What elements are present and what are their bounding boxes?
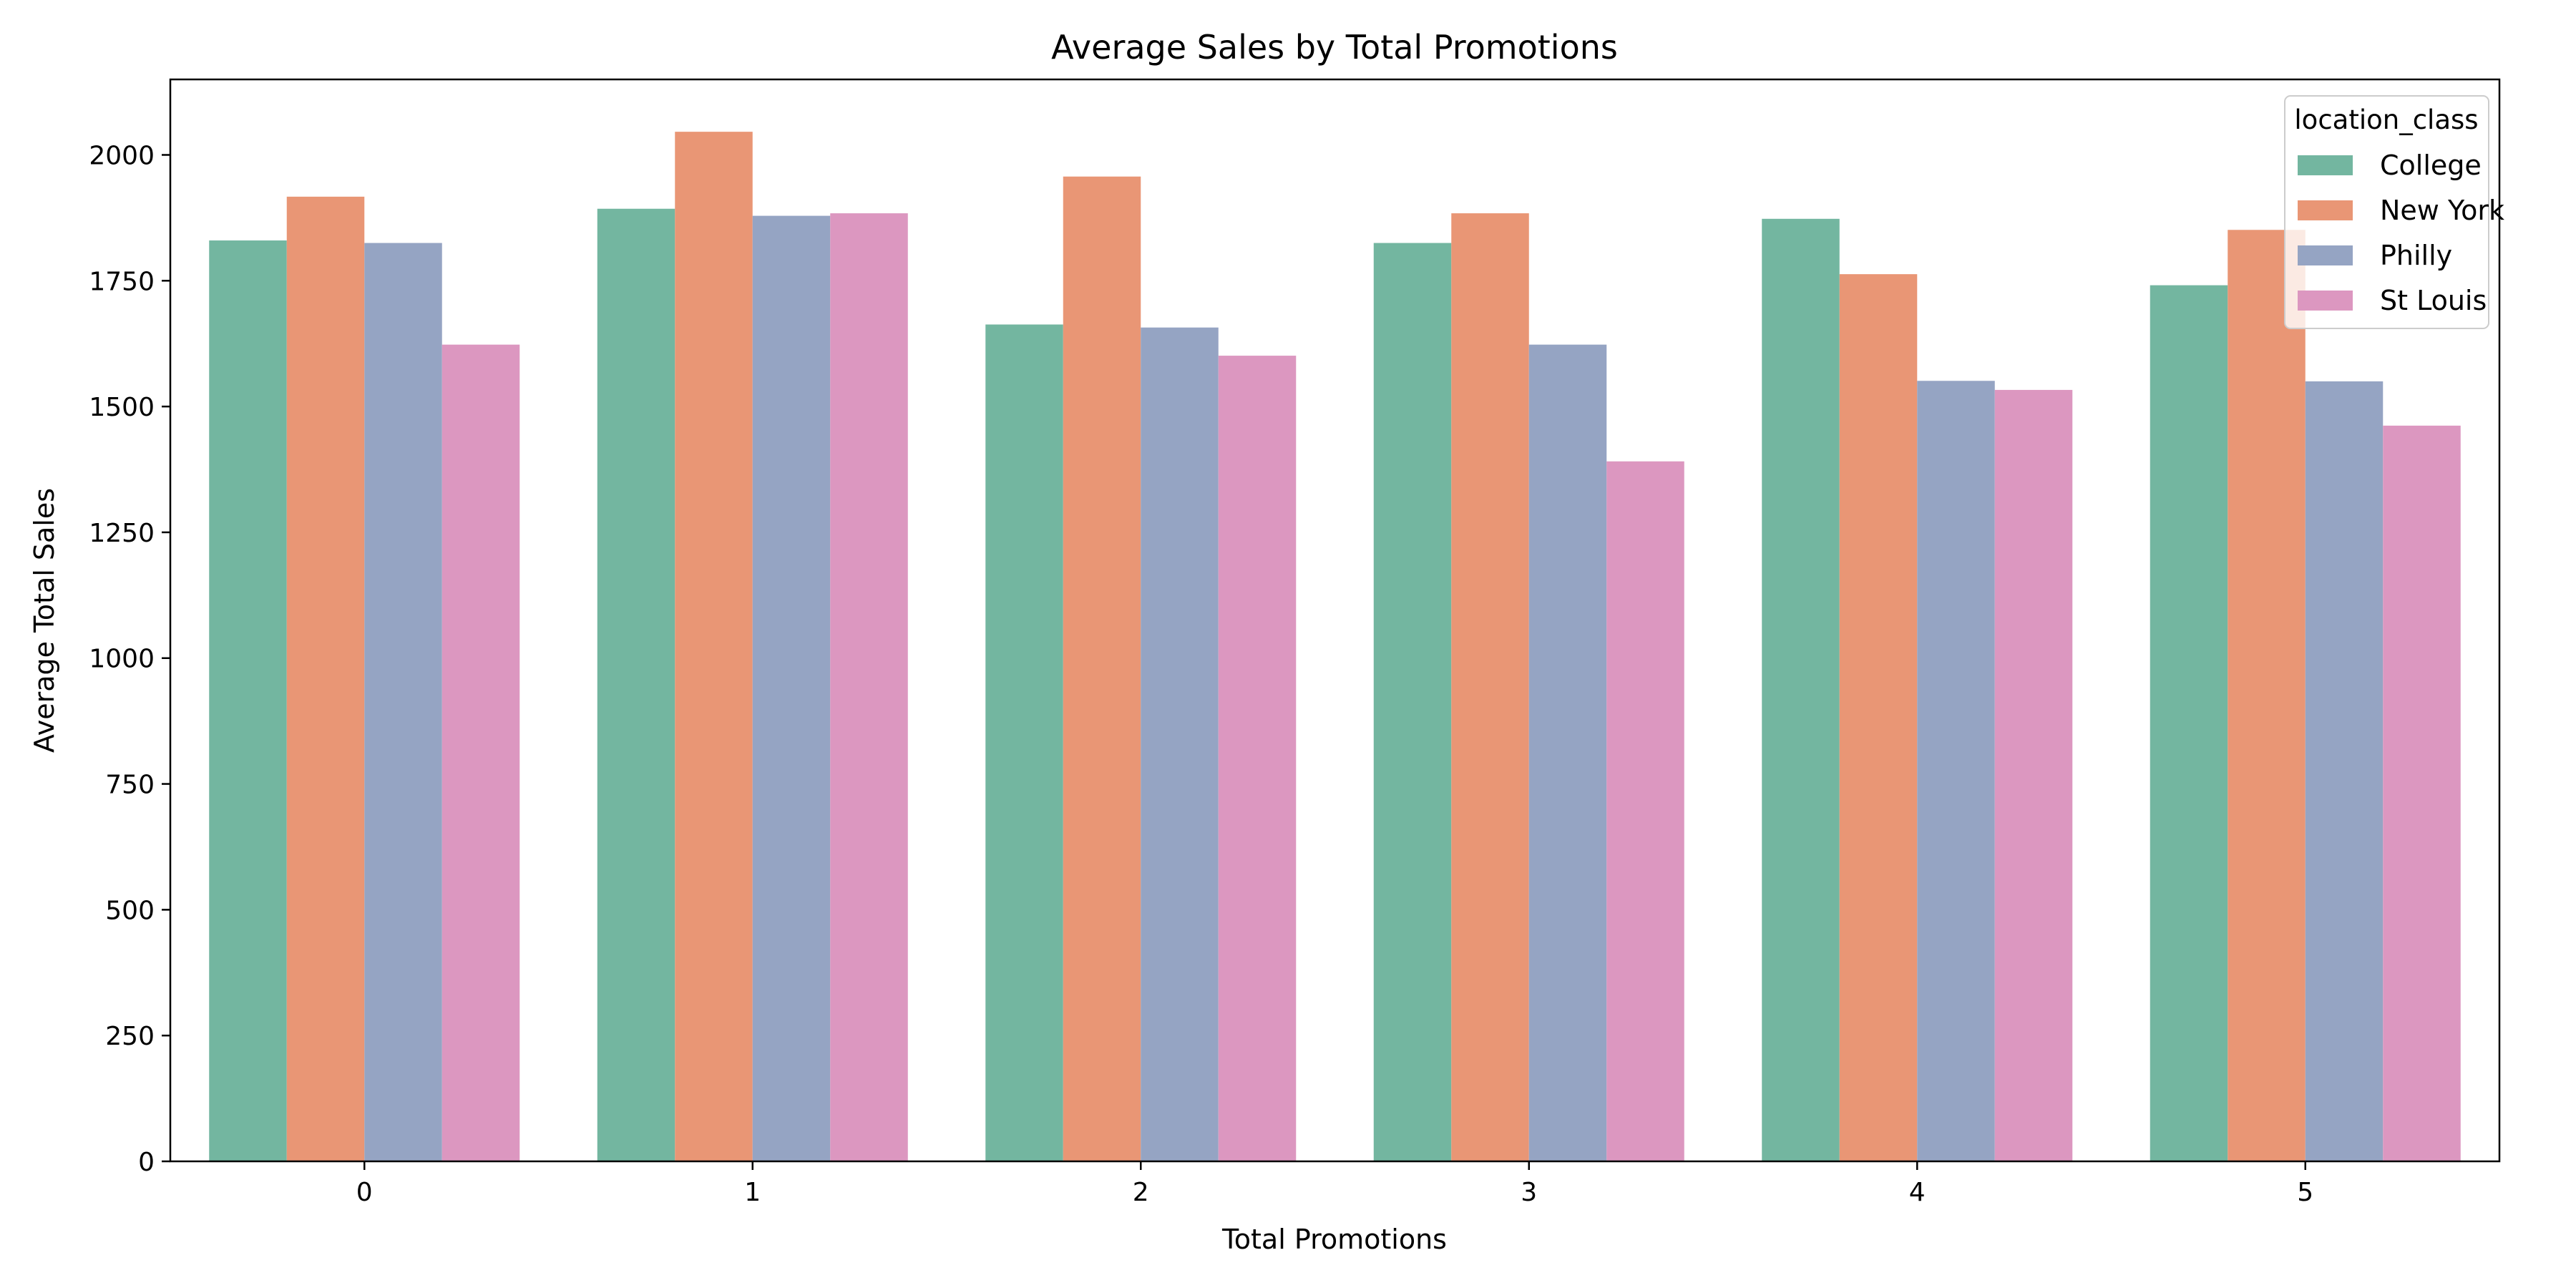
bar-new-york-2 bbox=[1063, 176, 1141, 1162]
legend-swatch-philly bbox=[2298, 245, 2353, 265]
legend-swatch-st-louis bbox=[2298, 291, 2353, 311]
x-axis: 0 1 2 3 4 5 bbox=[356, 1161, 2313, 1207]
x-tick-label: 4 bbox=[1909, 1178, 1926, 1207]
plot-area bbox=[169, 78, 2501, 1163]
y-tick-label: 1000 bbox=[89, 645, 155, 674]
legend-label-college: College bbox=[2380, 150, 2482, 181]
legend-frame bbox=[2284, 95, 2489, 329]
y-tick-label: 1250 bbox=[89, 519, 155, 548]
plot-frame bbox=[169, 78, 2501, 1163]
legend-label-st-louis: St Louis bbox=[2380, 285, 2487, 316]
x-tick-label: 0 bbox=[356, 1178, 373, 1207]
bar-philly-4 bbox=[1917, 381, 1995, 1161]
bar-st-louis-3 bbox=[1606, 461, 1684, 1161]
bar-st-louis-5 bbox=[2383, 425, 2461, 1161]
x-tick-label: 5 bbox=[2297, 1178, 2313, 1207]
y-axis: 0 250 500 750 1000 1250 1500 1750 2000 bbox=[89, 141, 170, 1177]
bar-college-4 bbox=[1762, 218, 1840, 1161]
y-tick-label: 1750 bbox=[89, 267, 155, 296]
y-tick-label: 0 bbox=[138, 1148, 155, 1177]
legend-swatch-new-york bbox=[2298, 200, 2353, 220]
bar-college-1 bbox=[597, 208, 675, 1161]
bar-philly-2 bbox=[1141, 327, 1219, 1162]
bar-philly-1 bbox=[752, 215, 831, 1162]
bar-new-york-0 bbox=[286, 196, 365, 1161]
y-tick-label: 1500 bbox=[89, 393, 155, 422]
x-tick-label: 3 bbox=[1521, 1178, 1537, 1207]
bar-st-louis-0 bbox=[441, 344, 520, 1161]
y-tick-label: 750 bbox=[105, 771, 155, 800]
bar-college-0 bbox=[209, 240, 287, 1161]
y-tick-label: 500 bbox=[105, 896, 155, 925]
legend: location_class College New York Philly St L… bbox=[2284, 95, 2504, 329]
bar-philly-3 bbox=[1528, 344, 1607, 1161]
bar-st-louis-4 bbox=[1994, 389, 2073, 1162]
bar-college-5 bbox=[2150, 285, 2228, 1161]
legend-swatch-college bbox=[2298, 155, 2353, 175]
y-tick-label: 2000 bbox=[89, 141, 155, 170]
bar-philly-5 bbox=[2305, 381, 2384, 1162]
legend-items: College New York Philly St Louis bbox=[2298, 150, 2504, 316]
bar-college-3 bbox=[1373, 243, 1452, 1161]
bar-college-2 bbox=[985, 324, 1063, 1161]
legend-title: location_class bbox=[2294, 104, 2478, 135]
bar-new-york-5 bbox=[2228, 230, 2306, 1161]
bars-layer bbox=[209, 132, 2461, 1162]
bar-philly-0 bbox=[364, 243, 442, 1161]
y-tick-label: 250 bbox=[105, 1022, 155, 1051]
x-axis-label: Total Promotions bbox=[1221, 1224, 1447, 1255]
x-tick-label: 2 bbox=[1133, 1178, 1149, 1207]
bar-new-york-3 bbox=[1451, 213, 1529, 1161]
bar-new-york-4 bbox=[1839, 274, 1918, 1161]
bar-st-louis-2 bbox=[1218, 356, 1297, 1162]
chart-title: Average Sales by Total Promotions bbox=[1051, 28, 1618, 67]
legend-label-new-york: New York bbox=[2380, 195, 2504, 226]
legend-label-philly: Philly bbox=[2380, 240, 2452, 271]
bar-new-york-1 bbox=[675, 132, 753, 1161]
bar-st-louis-1 bbox=[830, 213, 908, 1161]
x-tick-label: 1 bbox=[744, 1178, 761, 1207]
y-axis-label: Average Total Sales bbox=[29, 488, 60, 753]
